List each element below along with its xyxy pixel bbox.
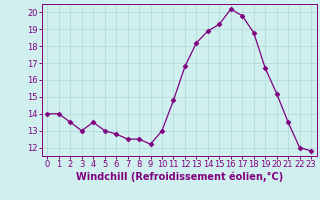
- X-axis label: Windchill (Refroidissement éolien,°C): Windchill (Refroidissement éolien,°C): [76, 172, 283, 182]
